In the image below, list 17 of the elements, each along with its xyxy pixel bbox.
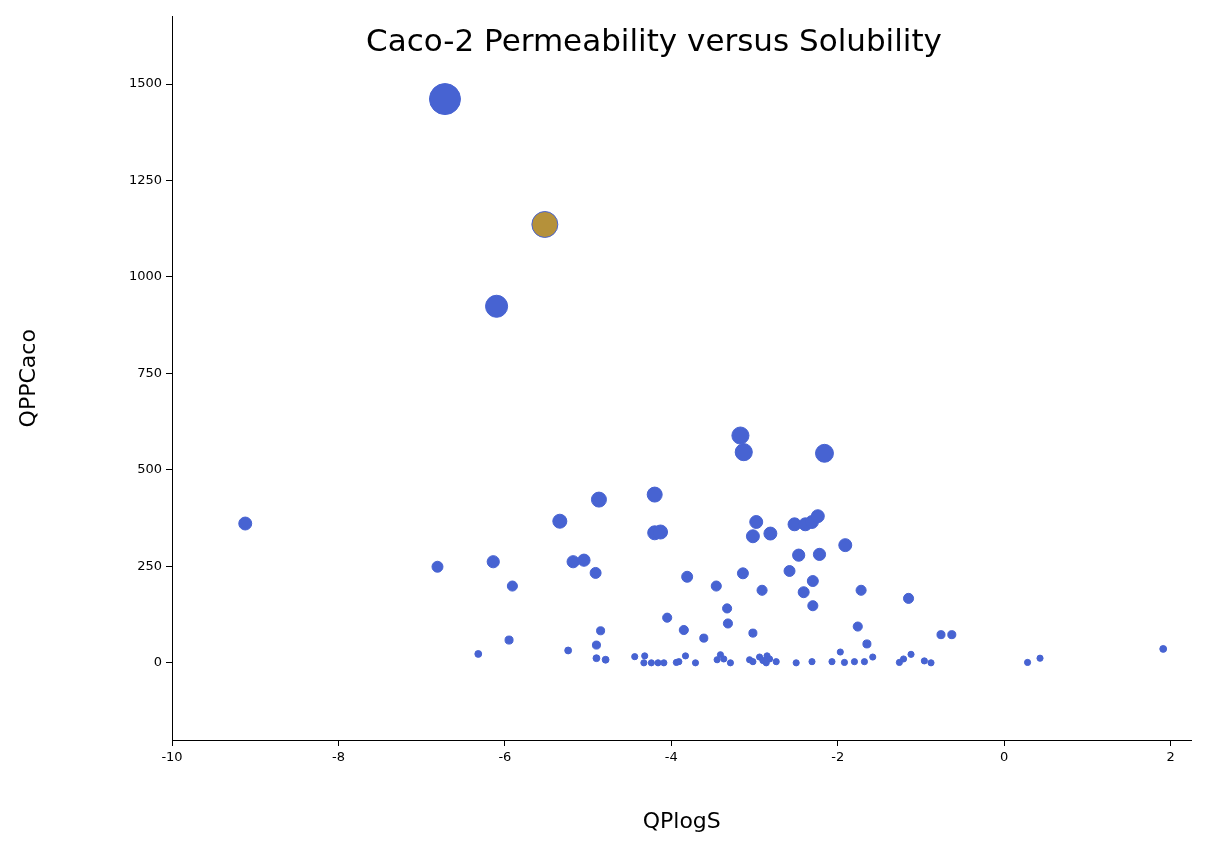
x-tick-label: -4 [664,749,678,765]
x-tick-label: -10 [161,749,183,765]
y-tick-label: 1000 [128,268,162,284]
y-tick-label: 250 [137,557,162,573]
x-tick-label: 2 [1166,749,1175,765]
x-tick-label: 0 [1000,749,1009,765]
chart-title: Caco-2 Permeability versus Solubility [366,22,942,59]
x-axis-title: QPlogS [642,807,721,833]
y-tick-label: 1250 [128,171,162,187]
x-tick-label: -8 [331,749,345,765]
x-tick-label: -6 [498,749,512,765]
y-axis-title: QPPCaco [14,329,40,428]
y-tick-label: 500 [137,461,162,477]
y-tick-label: 750 [137,364,162,380]
x-tick-label: -2 [831,749,845,765]
y-tick-label: 0 [153,654,162,670]
y-tick-label: 1500 [128,75,162,91]
